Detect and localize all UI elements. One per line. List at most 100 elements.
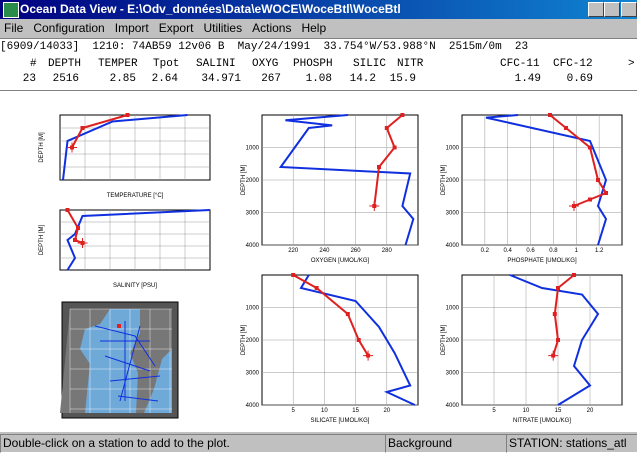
- red-sample: [400, 113, 405, 117]
- window-title: Ocean Data View - E:\Odv_données\Data\eW…: [20, 2, 401, 16]
- x-tick-label: 0.8: [549, 248, 558, 254]
- y-tick-label: 3000: [246, 211, 260, 217]
- x-tick-label: 220: [288, 248, 299, 254]
- blue-profile: [299, 274, 416, 406]
- cell: 23: [22, 73, 36, 85]
- blue-profile: [509, 274, 600, 406]
- y-axis-label: DEPTH [M]: [39, 225, 45, 256]
- status-pane: STATION: stations_atl: [506, 434, 637, 453]
- y-tick-label: 1000: [446, 146, 460, 152]
- column-header: NITR: [397, 58, 424, 70]
- column-header: TEMPER: [98, 58, 138, 70]
- cell: 267: [261, 73, 281, 85]
- menu-item[interactable]: Import: [114, 21, 149, 35]
- land: [60, 309, 172, 413]
- cell: 2516: [52, 73, 79, 85]
- current-sample-cross: [363, 350, 374, 361]
- column-header: Tpot: [153, 58, 180, 70]
- red-sample: [73, 238, 77, 242]
- menu-item[interactable]: Configuration: [33, 21, 105, 35]
- profile-plot: TEMPERATURE [°C] DEPTH [M]: [39, 113, 211, 199]
- y-tick-label: 2000: [246, 338, 260, 344]
- x-tick-label: 0.6: [526, 248, 535, 254]
- y-tick-label: 4000: [446, 243, 460, 249]
- blue-profile: [62, 114, 188, 181]
- y-axis-label: DEPTH [M]: [241, 325, 247, 356]
- y-tick-label: 4000: [246, 403, 260, 409]
- red-sample: [588, 145, 592, 150]
- red-sample: [76, 226, 80, 230]
- x-tick-label: 1.2: [595, 248, 604, 254]
- red-sample: [314, 286, 319, 290]
- red-sample: [377, 165, 381, 169]
- close-button[interactable]: [621, 2, 637, 17]
- column-header: PHOSPH: [293, 58, 333, 70]
- app-icon: [3, 2, 19, 18]
- maximize-button[interactable]: [604, 2, 620, 17]
- cell: 1.08: [305, 73, 332, 85]
- x-axis-label: SALINITY [PSU]: [113, 283, 157, 289]
- red-sample: [548, 113, 552, 117]
- column-header: CFC-12: [553, 58, 593, 70]
- red-profile: [66, 209, 83, 244]
- x-axis-label: NITRATE [UMOL/KG]: [513, 418, 571, 424]
- y-axis-label: DEPTH [M]: [441, 325, 447, 356]
- cell: 14.2: [349, 73, 376, 85]
- station-info: [6909/14033] 1210: 74AB59 12v06 B May/24…: [0, 38, 637, 56]
- y-tick-label: 1000: [246, 146, 260, 152]
- profile-plot: 5 10 15 20 1000 2000 3000 4000 SILICATE [UMOL/KG…: [241, 273, 419, 424]
- title-bar: Ocean Data View - E:\Odv_données\Data\eW…: [0, 0, 637, 19]
- current-sample-cross: [77, 238, 88, 248]
- y-axis-label: DEPTH [M]: [441, 165, 447, 196]
- x-tick-label: 20: [587, 408, 594, 414]
- profile-plot: 0.2 0.4 0.6 0.8 1 1.2 1000 2000 3000 4000 PHOSPHAT…: [441, 113, 623, 264]
- x-axis-label: PHOSPHATE [UMOL/KG]: [507, 258, 577, 264]
- x-tick-label: 260: [351, 248, 362, 254]
- red-sample: [556, 338, 560, 342]
- x-tick-label: 5: [292, 408, 296, 414]
- x-tick-label: 15: [555, 408, 562, 414]
- red-sample: [384, 126, 389, 130]
- current-sample-cross: [548, 350, 559, 361]
- y-tick-label: 3000: [246, 371, 260, 377]
- cell: 2.64: [151, 73, 178, 85]
- plot-area: TEMPERATURE [°C] DEPTH [M] SALINITY [PSU] D…: [0, 91, 637, 432]
- cell: 15.9: [389, 73, 416, 85]
- current-sample-cross: [67, 142, 77, 153]
- minimize-button[interactable]: [588, 2, 604, 17]
- blue-profile: [278, 114, 415, 246]
- x-tick-label: 10: [523, 408, 530, 414]
- red-sample: [356, 338, 361, 342]
- column-header: CFC-11: [500, 58, 540, 70]
- red-sample: [552, 312, 557, 316]
- column-header: OXYG: [252, 58, 279, 70]
- y-axis-label: DEPTH [M]: [241, 165, 247, 196]
- x-tick-label: 280: [382, 248, 393, 254]
- status-pane: Background: [385, 434, 507, 453]
- column-header: SILIC: [353, 58, 387, 70]
- x-tick-label: 20: [383, 408, 390, 414]
- red-sample: [596, 178, 600, 182]
- y-tick-label: 1000: [446, 306, 460, 312]
- x-tick-label: 240: [319, 248, 330, 254]
- profile-plot: SALINITY [PSU] DEPTH [M]: [39, 208, 211, 289]
- x-axis-label: SILICATE [UMOL/KG]: [311, 418, 370, 424]
- red-sample: [125, 113, 130, 117]
- x-tick-label: 1: [575, 248, 579, 254]
- red-sample: [604, 191, 608, 195]
- x-tick-label: 10: [321, 408, 328, 414]
- current-sample-cross: [569, 201, 579, 211]
- menu-item[interactable]: Help: [301, 21, 327, 35]
- red-sample: [291, 273, 296, 277]
- menu-item[interactable]: Actions: [252, 21, 292, 35]
- menu-bar: File Configuration Import Export Utilities Ac…: [0, 19, 637, 37]
- menu-item[interactable]: Utilities: [203, 21, 243, 35]
- blue-profile: [66, 209, 211, 271]
- x-tick-label: 0.4: [504, 248, 513, 254]
- column-header: DEPTH: [48, 58, 82, 70]
- red-sample: [564, 126, 568, 130]
- menu-item[interactable]: File: [4, 21, 24, 35]
- y-tick-label: 4000: [246, 243, 260, 249]
- menu-item[interactable]: Export: [158, 21, 194, 35]
